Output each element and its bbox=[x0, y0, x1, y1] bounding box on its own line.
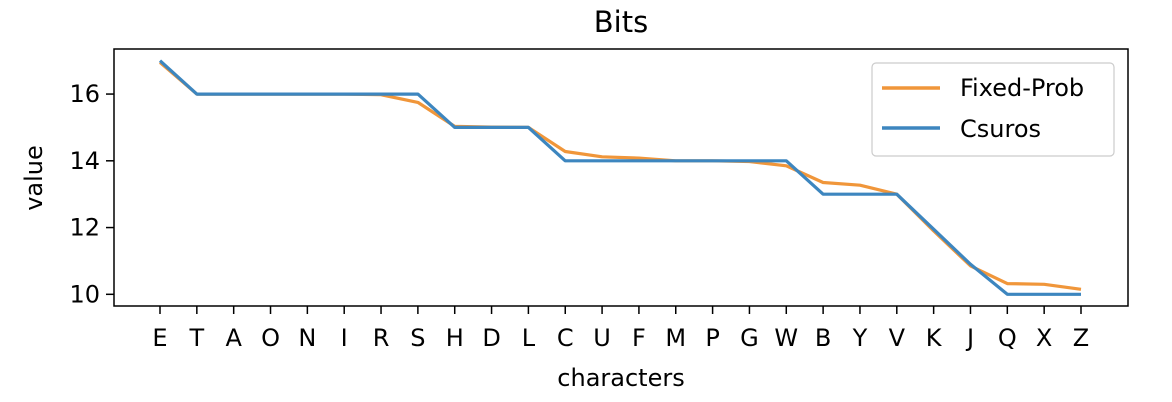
legend-label-csuros: Csuros bbox=[960, 115, 1041, 143]
y-tick-label: 14 bbox=[69, 147, 100, 175]
x-tick-label: R bbox=[373, 324, 390, 352]
x-tick-label: N bbox=[298, 324, 316, 352]
x-axis-label: characters bbox=[557, 364, 684, 392]
x-tick-label: M bbox=[665, 324, 686, 352]
x-tick-label: E bbox=[152, 324, 167, 352]
x-tick-label: I bbox=[341, 324, 348, 352]
x-tick-label: T bbox=[189, 324, 205, 352]
x-tick-label: Z bbox=[1073, 324, 1089, 352]
x-tick-label: O bbox=[261, 324, 280, 352]
x-tick-label: Q bbox=[998, 324, 1017, 352]
x-tick-label: B bbox=[815, 324, 831, 352]
x-tick-label: W bbox=[774, 324, 798, 352]
x-tick-label: D bbox=[482, 324, 500, 352]
x-tick-label: K bbox=[926, 324, 943, 352]
plot-frame bbox=[113, 48, 1129, 307]
chart-title: Bits bbox=[594, 5, 648, 39]
x-tick-label: G bbox=[740, 324, 759, 352]
y-axis-label: value bbox=[20, 145, 48, 211]
plot-lines bbox=[158, 59, 1082, 296]
y-tick-label: 10 bbox=[69, 280, 100, 308]
series-line-csuros bbox=[158, 59, 1081, 296]
x-tick-label: J bbox=[965, 324, 974, 352]
legend: Fixed-Prob Csuros bbox=[871, 62, 1115, 157]
x-tick-label: L bbox=[522, 324, 536, 352]
x-tick-label: C bbox=[557, 324, 574, 352]
x-tick-label: U bbox=[593, 324, 611, 352]
x-tick-label: A bbox=[225, 324, 242, 352]
legend-label-fixed-prob: Fixed-Prob bbox=[960, 74, 1084, 102]
x-tick-label: Y bbox=[852, 324, 868, 352]
x-tick-label: H bbox=[446, 324, 464, 352]
x-tick-label: V bbox=[889, 324, 906, 352]
x-tick-label: P bbox=[705, 324, 719, 352]
y-axis-ticks: 10 12 14 16 bbox=[69, 80, 114, 308]
x-tick-label: S bbox=[410, 324, 425, 352]
x-tick-label: X bbox=[1036, 324, 1052, 352]
y-tick-label: 16 bbox=[69, 80, 100, 108]
x-tick-label: F bbox=[632, 324, 646, 352]
y-tick-label: 12 bbox=[69, 214, 100, 242]
